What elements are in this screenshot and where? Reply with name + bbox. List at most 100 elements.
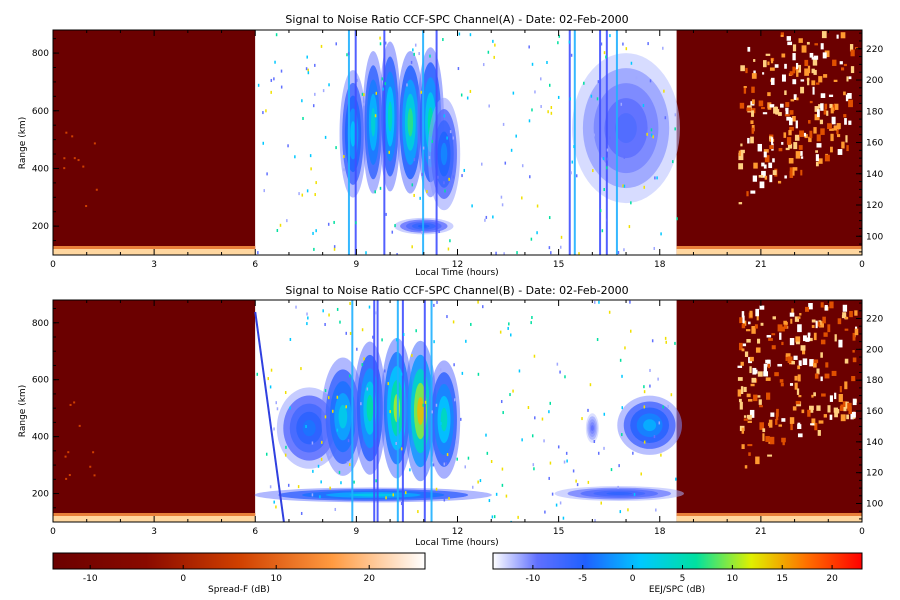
y-right-tick-label: 160 xyxy=(866,407,883,417)
plume-mark xyxy=(816,82,820,85)
noise-dot xyxy=(494,43,496,47)
y-right-tick-label: 160 xyxy=(866,139,883,149)
plume-mark xyxy=(741,427,745,434)
noise-dot xyxy=(549,401,552,405)
colorbar-spread-f: -10 0 10 20 Spread-F (dB) xyxy=(52,552,426,595)
plume-mark xyxy=(767,363,771,369)
spread-f-spot xyxy=(93,474,96,477)
noise-dot xyxy=(266,172,268,176)
noise-dot xyxy=(312,231,314,235)
noise-dot xyxy=(640,472,642,476)
noise-dot xyxy=(621,374,623,378)
noise-dot xyxy=(619,510,622,514)
noise-dot xyxy=(603,412,606,416)
noise-dot xyxy=(347,52,350,56)
noise-dot xyxy=(578,252,580,255)
colorbar-tick-label: 5 xyxy=(680,574,686,584)
colorbar-eej-spc-label: EEJ/SPC (dB) xyxy=(649,585,705,595)
panel-a-ylabel: Range (km) xyxy=(18,117,28,169)
noise-dot xyxy=(482,305,484,309)
plume-mark xyxy=(816,405,821,411)
noise-dot xyxy=(388,150,390,154)
plume-mark xyxy=(796,97,799,101)
plume-mark xyxy=(742,320,747,326)
noise-dot xyxy=(633,492,636,496)
noise-dot xyxy=(556,362,559,366)
noise-dot xyxy=(387,382,389,386)
noise-dot xyxy=(576,483,579,487)
x-tick-label: 12 xyxy=(452,260,463,270)
eej-blob-3 xyxy=(407,108,414,137)
plume-mark xyxy=(763,149,769,153)
eej-blob-1 xyxy=(338,404,348,429)
vertical-streak-1 xyxy=(354,30,357,255)
noise-dot xyxy=(486,451,489,455)
noise-dot xyxy=(428,156,431,160)
plume-mark xyxy=(759,305,765,310)
noise-dot xyxy=(601,229,604,233)
noise-dot xyxy=(265,109,267,113)
x-tick-label: 21 xyxy=(755,527,766,537)
plume-mark xyxy=(792,66,796,74)
colorbar-tick-label: 10 xyxy=(727,574,739,584)
plume-mark xyxy=(808,136,812,143)
plume-mark xyxy=(848,120,852,125)
plume-mark xyxy=(785,353,791,357)
noise-dot xyxy=(279,223,282,227)
plume-mark xyxy=(789,417,795,424)
noise-dot xyxy=(447,247,450,251)
y-right-tick-label: 140 xyxy=(866,170,883,180)
noise-dot xyxy=(546,60,548,64)
plume-mark xyxy=(754,369,758,374)
x-tick-label: 9 xyxy=(354,260,360,270)
noise-dot xyxy=(355,78,358,82)
noise-dot xyxy=(406,83,408,87)
plume-mark xyxy=(770,58,774,64)
plume-mark xyxy=(784,63,787,69)
plume-mark xyxy=(793,94,797,100)
noise-dot xyxy=(477,372,480,376)
plume-mark xyxy=(808,120,811,124)
noise-dot xyxy=(311,493,314,497)
noise-dot xyxy=(400,502,403,506)
plume-mark xyxy=(837,149,843,155)
noise-dot xyxy=(305,67,308,71)
plume-mark xyxy=(846,414,849,420)
noise-dot xyxy=(512,389,514,393)
plume-mark xyxy=(780,32,784,37)
vertical-streak-5 xyxy=(423,300,426,522)
colorbar-tick-label: 10 xyxy=(270,574,282,584)
noise-dot xyxy=(328,313,330,317)
noise-dot xyxy=(452,136,455,140)
y-left-tick-label: 600 xyxy=(32,107,49,117)
plume-mark xyxy=(800,151,803,156)
plume-mark xyxy=(767,106,772,110)
plume-mark xyxy=(759,422,765,430)
noise-dot xyxy=(270,90,272,94)
noise-dot xyxy=(301,99,303,103)
plume-mark xyxy=(800,345,806,351)
plume-mark xyxy=(762,433,765,442)
plume-mark xyxy=(767,454,773,457)
noise-dot xyxy=(527,406,530,410)
plume-mark xyxy=(825,362,829,368)
noise-dot xyxy=(446,315,448,319)
plume-mark xyxy=(833,407,839,413)
noise-dot xyxy=(502,411,504,415)
plume-mark xyxy=(821,393,826,397)
noise-dot xyxy=(269,485,272,489)
plume-mark xyxy=(820,376,823,382)
noise-dot xyxy=(623,248,625,252)
noise-dot xyxy=(597,451,600,455)
spread-f-spot xyxy=(93,142,96,145)
plume-mark xyxy=(770,77,775,85)
noise-dot xyxy=(395,338,398,342)
plume-mark xyxy=(813,362,817,368)
noise-dot xyxy=(420,90,423,94)
noise-dot xyxy=(375,479,377,483)
plume-mark xyxy=(817,430,821,436)
noise-dot xyxy=(421,230,423,234)
noise-dot xyxy=(310,167,312,171)
noise-dot xyxy=(414,43,417,47)
noise-dot xyxy=(448,496,450,500)
